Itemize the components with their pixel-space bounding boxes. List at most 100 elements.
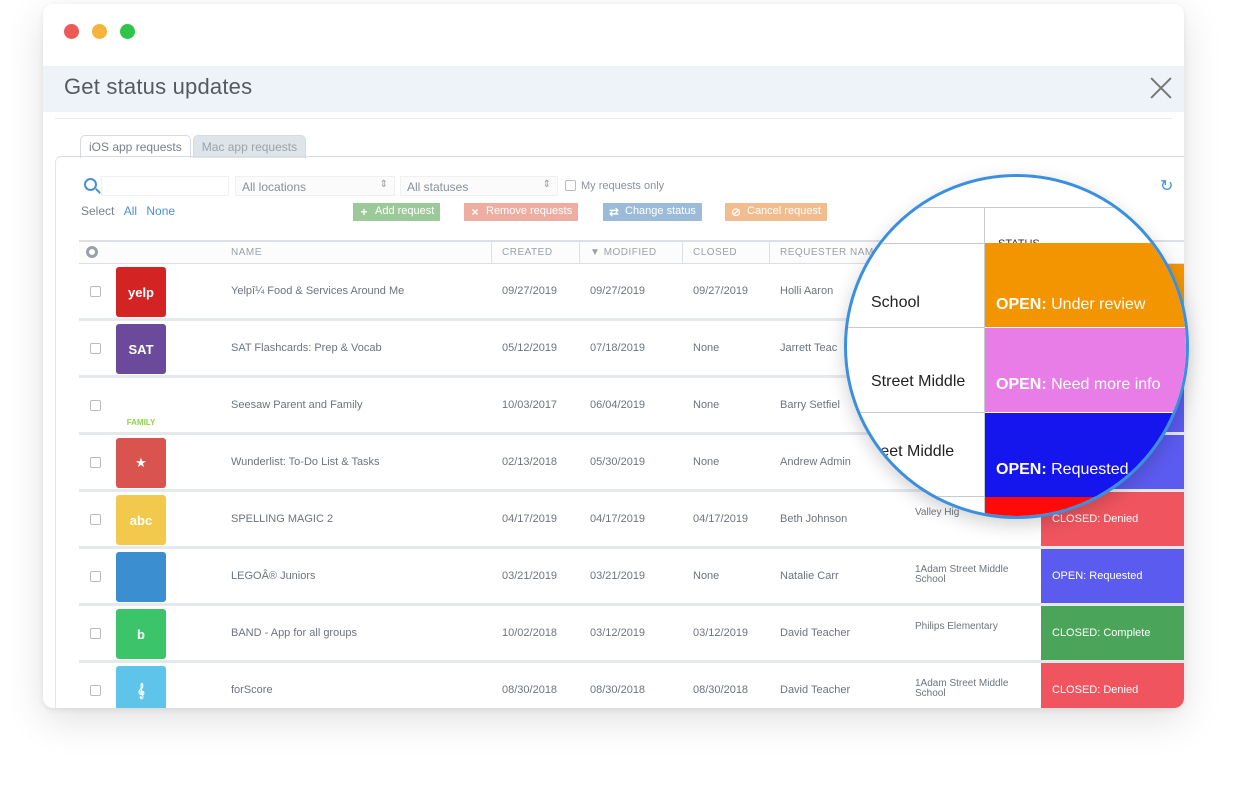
requests-panel bbox=[55, 156, 1184, 708]
requester-name: Natalie Carr bbox=[780, 570, 839, 582]
column-divider bbox=[769, 242, 770, 264]
tab-bar: iOS app requests Mac app requests bbox=[80, 135, 308, 158]
select-none-link[interactable]: None bbox=[146, 204, 176, 218]
modified-date: 04/17/2019 bbox=[590, 513, 646, 525]
cancel-icon: ⊘ bbox=[730, 205, 742, 219]
magnifier-status-cell: OPEN: Under review bbox=[985, 243, 1186, 327]
app-name[interactable]: Wunderlist: To-Do List & Tasks bbox=[231, 456, 380, 468]
requester-name: Barry Setfiel bbox=[780, 399, 840, 411]
status-select-value: All statuses bbox=[407, 180, 469, 194]
magnifier-status-cell bbox=[985, 497, 1186, 516]
cancel-request-button[interactable]: ⊘ Cancel request bbox=[725, 203, 827, 221]
row-checkbox[interactable] bbox=[90, 628, 101, 639]
location-select[interactable]: All locations ⇕ bbox=[235, 176, 395, 196]
status-prefix: OPEN: bbox=[996, 296, 1047, 313]
sat-flashcards-icon: SAT bbox=[116, 324, 166, 374]
x-icon: × bbox=[471, 205, 479, 219]
status-badge[interactable]: CLOSED: Denied bbox=[1041, 663, 1184, 708]
minimize-window-icon[interactable] bbox=[92, 24, 107, 39]
change-status-label: Change status bbox=[625, 205, 696, 217]
row-checkbox[interactable] bbox=[90, 685, 101, 696]
select-label: Select bbox=[81, 204, 115, 218]
divider bbox=[55, 118, 1172, 119]
status-value: Need more info bbox=[1051, 376, 1161, 393]
cancel-request-label: Cancel request bbox=[747, 205, 821, 217]
magnifier-location: reet Middle bbox=[875, 443, 955, 460]
tab-mac-app-requests[interactable]: Mac app requests bbox=[192, 135, 307, 158]
refresh-icon[interactable]: ↻ bbox=[1160, 178, 1174, 195]
column-closed[interactable]: CLOSED bbox=[693, 247, 738, 258]
app-name[interactable]: LEGOÂ® Juniors bbox=[231, 570, 316, 582]
search-input[interactable] bbox=[101, 176, 229, 196]
closed-date: 09/27/2019 bbox=[693, 285, 749, 297]
magnifier-content: STATUS OPEN: Under review School OPEN: N… bbox=[847, 177, 1186, 516]
row-checkbox[interactable] bbox=[90, 457, 101, 468]
modified-date: 06/04/2019 bbox=[590, 399, 646, 411]
modified-date: 08/30/2018 bbox=[590, 684, 646, 696]
magnifier-row-divider bbox=[847, 243, 985, 244]
window-controls bbox=[64, 24, 135, 39]
column-modified[interactable]: ▼ MODIFIED bbox=[590, 247, 657, 258]
requester-name: Beth Johnson bbox=[780, 513, 848, 525]
seesaw-icon: FAMILY bbox=[116, 381, 166, 431]
location-name: 1Adam Street Middle School bbox=[915, 678, 1009, 699]
column-requester[interactable]: REQUESTER NAM bbox=[780, 247, 874, 258]
status-value: Requested bbox=[1051, 461, 1129, 478]
remove-requests-button[interactable]: × Remove requests bbox=[464, 203, 579, 221]
search-icon[interactable] bbox=[84, 178, 97, 191]
tab-ios-app-requests[interactable]: iOS app requests bbox=[80, 135, 191, 158]
magnifier-location: School bbox=[871, 294, 920, 311]
my-requests-checkbox[interactable] bbox=[565, 180, 576, 191]
status-select[interactable]: All statuses ⇕ bbox=[400, 176, 558, 196]
forscore-icon: 𝄞 bbox=[116, 666, 166, 708]
plus-icon: + bbox=[360, 205, 368, 219]
magnifier-status-cell: OPEN: Requested bbox=[985, 413, 1186, 497]
closed-date: None bbox=[693, 570, 720, 582]
column-name[interactable]: NAME bbox=[231, 247, 262, 258]
requester-name: Andrew Admin bbox=[780, 456, 851, 468]
status-prefix: OPEN: bbox=[1052, 570, 1087, 582]
maximize-window-icon[interactable] bbox=[120, 24, 135, 39]
row-checkbox[interactable] bbox=[90, 400, 101, 411]
created-date: 04/17/2019 bbox=[502, 513, 558, 525]
select-all-link[interactable]: All bbox=[123, 204, 138, 218]
location-name: Valley Hig bbox=[915, 507, 960, 518]
status-badge[interactable]: OPEN: Requested bbox=[1041, 549, 1184, 603]
created-date: 10/02/2018 bbox=[502, 627, 558, 639]
row-checkbox[interactable] bbox=[90, 514, 101, 525]
status-prefix: CLOSED: bbox=[1052, 684, 1101, 696]
add-request-button[interactable]: + Add request bbox=[353, 203, 441, 221]
app-name[interactable]: forScore bbox=[231, 684, 273, 696]
status-value: Requested bbox=[1089, 570, 1143, 582]
close-window-icon[interactable] bbox=[64, 24, 79, 39]
table-row[interactable]: LEGOÂ® Juniors 03/21/2019 03/21/2019 Non… bbox=[79, 549, 1184, 606]
select-controls: Select All None bbox=[81, 204, 175, 218]
closed-date: 08/30/2018 bbox=[693, 684, 749, 696]
table-row[interactable]: b BAND - App for all groups 10/02/2018 0… bbox=[79, 606, 1184, 663]
column-divider bbox=[491, 242, 492, 264]
row-checkbox[interactable] bbox=[90, 343, 101, 354]
app-name[interactable]: Yelpî¼ Food & Services Around Me bbox=[231, 285, 405, 297]
column-modified-label: MODIFIED bbox=[603, 247, 657, 258]
row-checkbox[interactable] bbox=[90, 286, 101, 297]
app-name[interactable]: SAT Flashcards: Prep & Vocab bbox=[231, 342, 382, 354]
status-badge[interactable]: CLOSED: Complete bbox=[1041, 606, 1184, 660]
created-date: 05/12/2019 bbox=[502, 342, 558, 354]
close-icon[interactable] bbox=[1149, 76, 1173, 100]
row-checkbox[interactable] bbox=[90, 571, 101, 582]
magnifier-column-divider bbox=[984, 207, 985, 516]
requester-name: David Teacher bbox=[780, 627, 851, 639]
app-name[interactable]: Seesaw Parent and Family bbox=[231, 399, 363, 411]
change-status-button[interactable]: ⇄ Change status bbox=[603, 203, 702, 221]
gear-icon[interactable] bbox=[86, 246, 98, 258]
table-row[interactable]: 𝄞 forScore 08/30/2018 08/30/2018 08/30/2… bbox=[79, 663, 1184, 708]
requester-name: Jarrett Teac bbox=[780, 342, 838, 354]
status-value: Denied bbox=[1103, 684, 1139, 696]
yelp-icon: yelp bbox=[116, 267, 166, 317]
closed-date: None bbox=[693, 342, 720, 354]
sort-desc-icon: ▼ bbox=[590, 247, 604, 258]
app-name[interactable]: SPELLING MAGIC 2 bbox=[231, 513, 334, 525]
column-created[interactable]: CREATED bbox=[502, 247, 553, 258]
app-name[interactable]: BAND - App for all groups bbox=[231, 627, 357, 639]
status-value: Complete bbox=[1103, 627, 1151, 639]
